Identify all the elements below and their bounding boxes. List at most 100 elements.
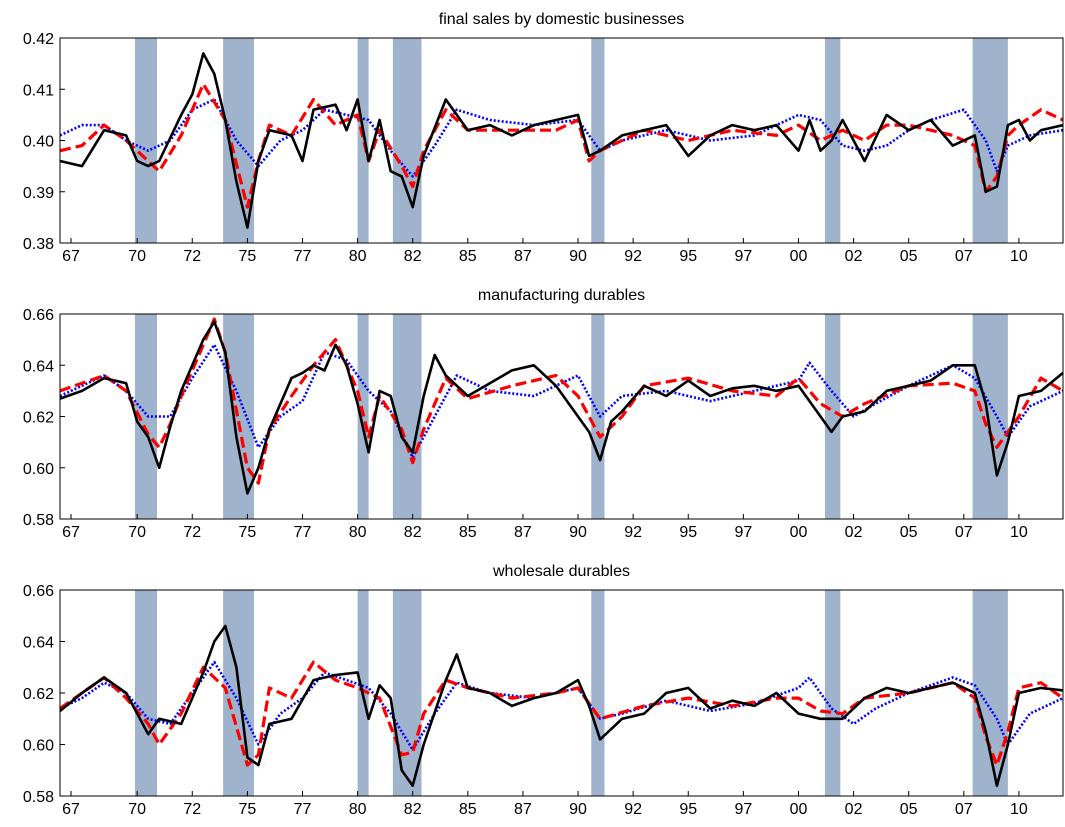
x-tick-label: 77 xyxy=(294,524,312,541)
x-tick-label: 92 xyxy=(624,524,642,541)
y-tick-label: 0.64 xyxy=(23,635,54,652)
x-tick-label: 70 xyxy=(128,801,146,818)
x-tick-label: 05 xyxy=(900,524,918,541)
panel-1: 0.38 0.39 0.40 0.41 0.42 67 70 72 75 77 80 82 85 87 90… xyxy=(23,11,1064,265)
series-line-solid xyxy=(59,52,1064,229)
x-tick-label: 82 xyxy=(404,524,422,541)
series-line-solid xyxy=(59,624,1064,788)
x-tick-label: 05 xyxy=(900,801,918,818)
x-tick-label: 75 xyxy=(238,801,256,818)
x-tick-label: 00 xyxy=(790,524,808,541)
x-tick-label: 07 xyxy=(955,524,973,541)
x-tick-label: 80 xyxy=(349,524,367,541)
recession-band xyxy=(134,38,157,243)
y-tick-label: 0.66 xyxy=(23,583,54,600)
x-tick-label: 67 xyxy=(62,801,80,818)
x-tick-label: 02 xyxy=(845,248,863,265)
panel-2: 0.58 0.60 0.62 0.64 0.66 67 70 72 75 77 80 82 85 87 90… xyxy=(23,287,1064,541)
x-tick-label: 80 xyxy=(349,248,367,265)
series-line-solid xyxy=(59,320,1064,495)
recession-band xyxy=(392,38,422,243)
y-tick-label: 0.40 xyxy=(23,134,54,151)
x-tick-label: 10 xyxy=(1010,248,1028,265)
y-tick-label: 0.66 xyxy=(23,307,54,324)
recession-band xyxy=(591,314,605,519)
series-line-dashed xyxy=(59,660,1064,767)
series-line-dashed xyxy=(59,82,1064,209)
x-tick-label: 70 xyxy=(128,248,146,265)
recession-band xyxy=(824,590,841,796)
panel-title: final sales by domestic businesses xyxy=(439,11,684,28)
x-tick-label: 75 xyxy=(238,248,256,265)
x-tick-label: 95 xyxy=(679,248,697,265)
y-tick-label: 0.64 xyxy=(23,358,54,375)
x-tick-label: 00 xyxy=(790,248,808,265)
series-line-dashed xyxy=(59,317,1064,485)
x-tick-label: 10 xyxy=(1010,524,1028,541)
x-tick-label: 77 xyxy=(294,248,312,265)
x-tick-label: 07 xyxy=(955,801,973,818)
x-tick-label: 00 xyxy=(790,801,808,818)
y-tick-label: 0.60 xyxy=(23,738,54,755)
y-tick-label: 0.58 xyxy=(23,789,54,806)
x-tick-label: 77 xyxy=(294,801,312,818)
series-line-dotted xyxy=(59,343,1064,459)
x-tick-label: 92 xyxy=(624,248,642,265)
recession-band xyxy=(591,38,605,243)
x-tick-label: 97 xyxy=(734,524,752,541)
recession-band xyxy=(357,38,369,243)
y-tick-label: 0.62 xyxy=(23,686,54,703)
x-tick-label: 95 xyxy=(679,524,697,541)
x-tick-label: 10 xyxy=(1010,801,1028,818)
panel-3: 0.58 0.60 0.62 0.64 0.66 67 70 72 75 77 80 82 85 87 90… xyxy=(23,563,1064,818)
x-tick-label: 92 xyxy=(624,801,642,818)
recession-band xyxy=(591,590,605,796)
recession-band xyxy=(134,590,157,796)
x-tick-label: 82 xyxy=(404,248,422,265)
x-tick-label: 72 xyxy=(183,524,201,541)
x-tick-label: 90 xyxy=(569,248,587,265)
y-tick-label: 0.62 xyxy=(23,410,54,427)
x-tick-label: 85 xyxy=(459,524,477,541)
x-tick-label: 87 xyxy=(514,248,532,265)
y-tick-label: 0.39 xyxy=(23,185,54,202)
x-tick-label: 87 xyxy=(514,524,532,541)
panel-title: manufacturing durables xyxy=(478,287,645,304)
x-tick-label: 72 xyxy=(183,248,201,265)
x-tick-label: 05 xyxy=(900,248,918,265)
x-tick-label: 67 xyxy=(62,248,80,265)
recession-band xyxy=(824,314,841,519)
x-tick-label: 97 xyxy=(734,248,752,265)
x-tick-label: 87 xyxy=(514,801,532,818)
x-tick-label: 75 xyxy=(238,524,256,541)
recession-band xyxy=(392,314,422,519)
y-tick-label: 0.41 xyxy=(23,82,54,99)
x-tick-label: 95 xyxy=(679,801,697,818)
x-tick-label: 85 xyxy=(459,248,477,265)
x-tick-label: 97 xyxy=(734,801,752,818)
x-tick-label: 90 xyxy=(569,524,587,541)
x-tick-label: 70 xyxy=(128,524,146,541)
recession-band xyxy=(972,38,1008,243)
x-tick-label: 90 xyxy=(569,801,587,818)
axes-box xyxy=(59,313,1064,520)
recession-band xyxy=(392,590,422,796)
x-tick-label: 80 xyxy=(349,801,367,818)
x-tick-label: 02 xyxy=(845,801,863,818)
recession-band xyxy=(134,314,157,519)
x-tick-label: 02 xyxy=(845,524,863,541)
recession-band xyxy=(972,314,1008,519)
x-tick-label: 82 xyxy=(404,801,422,818)
x-tick-label: 85 xyxy=(459,801,477,818)
y-tick-label: 0.42 xyxy=(23,31,54,48)
x-tick-label: 07 xyxy=(955,248,973,265)
y-tick-label: 0.58 xyxy=(23,512,54,529)
x-tick-label: 67 xyxy=(62,524,80,541)
series-line-dotted xyxy=(59,98,1064,178)
y-tick-label: 0.38 xyxy=(23,236,54,253)
x-tick-label: 72 xyxy=(183,801,201,818)
y-tick-label: 0.60 xyxy=(23,461,54,478)
recession-band xyxy=(223,314,254,519)
panel-title: wholesale durables xyxy=(492,563,630,580)
